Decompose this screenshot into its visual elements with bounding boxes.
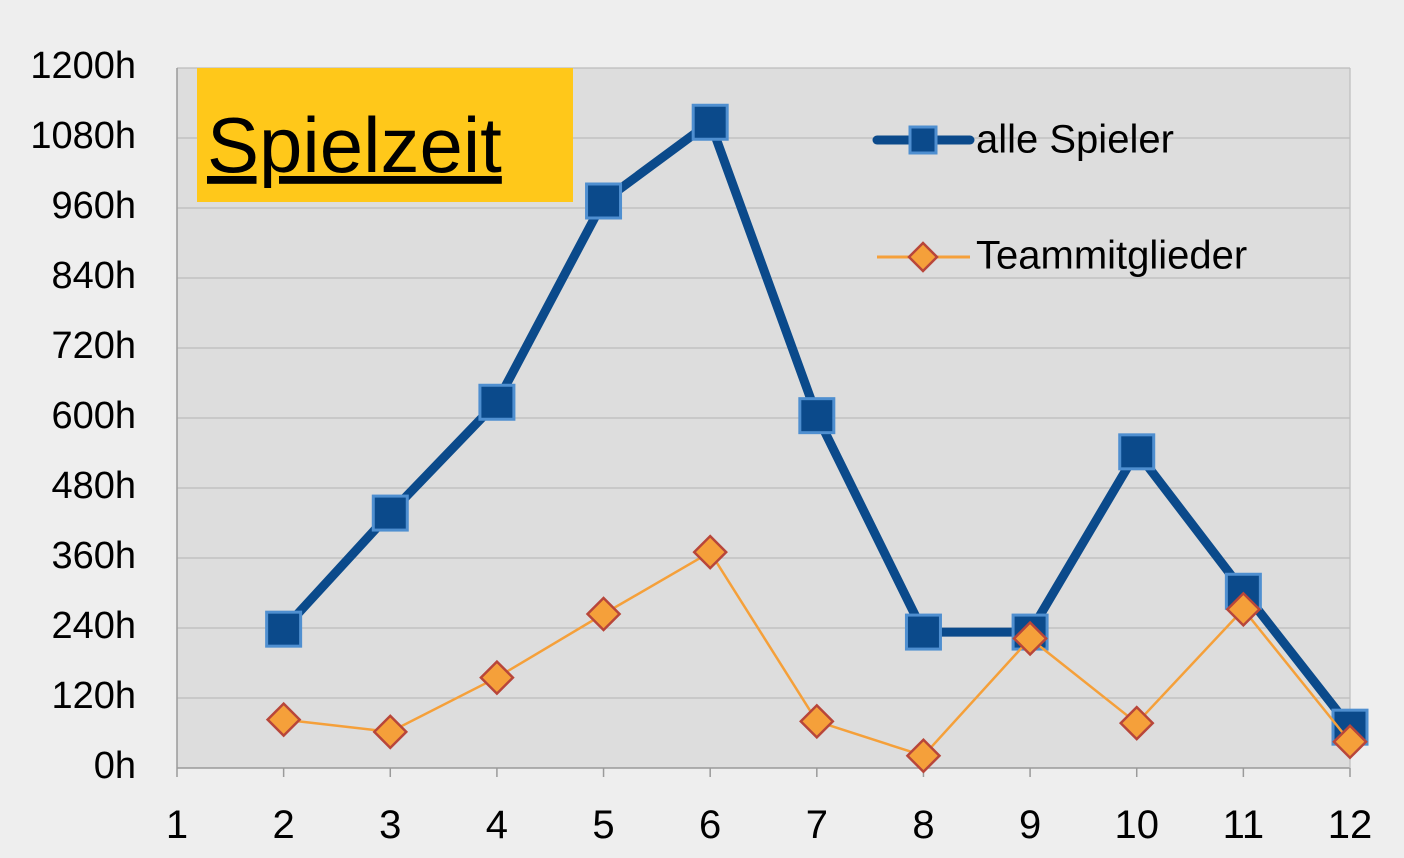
data-point-alle-spieler xyxy=(478,383,516,421)
y-tick-label: 960h xyxy=(51,185,136,227)
y-tick-label: 240h xyxy=(51,605,136,647)
x-tick-label: 7 xyxy=(806,803,828,847)
x-axis-tick-labels: 1 2 3 4 5 6 7 8 9 10 11 12 xyxy=(166,803,1372,847)
x-tick-label: 11 xyxy=(1223,803,1265,847)
y-axis-tick-labels: 0h 120h 240h 360h 480h 600h 720h 840h 960h 1080h 1… xyxy=(30,45,136,787)
chart-title-box: Spielzeit xyxy=(197,68,573,202)
x-tick-label: 5 xyxy=(592,803,614,847)
data-point-alle-spieler xyxy=(585,182,623,220)
x-tick-label: 6 xyxy=(699,803,721,847)
data-point-teammitglieder xyxy=(799,703,835,740)
data-point-alle-spieler xyxy=(265,610,303,648)
chart-title: Spielzeit xyxy=(207,101,502,189)
y-tick-label: 120h xyxy=(51,675,136,717)
series-layer xyxy=(265,103,1369,774)
data-point-teammitglieder xyxy=(585,596,622,632)
y-tick-label: 1080h xyxy=(30,115,136,157)
data-point-teammitglieder xyxy=(692,534,728,570)
data-point-teammitglieder xyxy=(905,737,942,774)
y-tick-label: 720h xyxy=(51,325,136,367)
data-point-teammitglieder xyxy=(1118,705,1155,741)
x-tick-label: 1 xyxy=(166,803,188,847)
title-background xyxy=(197,68,573,202)
x-tick-label: 9 xyxy=(1019,803,1041,847)
legend-item-alle-spieler: alle Spieler xyxy=(872,118,1174,162)
data-point-alle-spieler xyxy=(691,103,729,141)
y-tick-label: 360h xyxy=(51,535,136,577)
y-tick-label: 1200h xyxy=(30,45,136,87)
data-point-teammitglieder xyxy=(1332,723,1368,760)
x-tick-label: 12 xyxy=(1328,803,1373,847)
legend-item-teammitglieder: Teammitglieder xyxy=(877,234,1247,278)
legend-marker-square xyxy=(908,125,938,155)
axes xyxy=(176,68,1351,777)
data-point-alle-spieler xyxy=(798,397,836,435)
data-point-teammitglieder xyxy=(372,714,409,750)
y-tick-label: 600h xyxy=(51,395,136,437)
y-tick-label: 840h xyxy=(51,255,136,297)
x-tick-label: 10 xyxy=(1114,803,1159,847)
data-point-teammitglieder xyxy=(1012,620,1048,657)
data-point-alle-spieler xyxy=(1118,433,1156,471)
data-point-teammitglieder xyxy=(1225,591,1262,628)
data-point-teammitglieder xyxy=(479,659,515,696)
legend-label-teammitglieder: Teammitglieder xyxy=(976,234,1247,278)
y-tick-label: 0h xyxy=(94,745,136,787)
data-point-alle-spieler xyxy=(904,613,942,651)
x-tick-label: 2 xyxy=(273,803,295,847)
legend-marker-diamond xyxy=(907,241,939,273)
data-point-alle-spieler xyxy=(371,494,409,532)
data-point-teammitglieder xyxy=(265,701,302,738)
x-tick-label: 3 xyxy=(379,803,401,847)
x-tick-label: 8 xyxy=(912,803,934,847)
legend-label-alle-spieler: alle Spieler xyxy=(976,118,1174,162)
x-tick-label: 4 xyxy=(486,803,508,847)
y-tick-label: 480h xyxy=(51,465,136,507)
legend: alle Spieler Teammitglieder xyxy=(872,118,1247,278)
